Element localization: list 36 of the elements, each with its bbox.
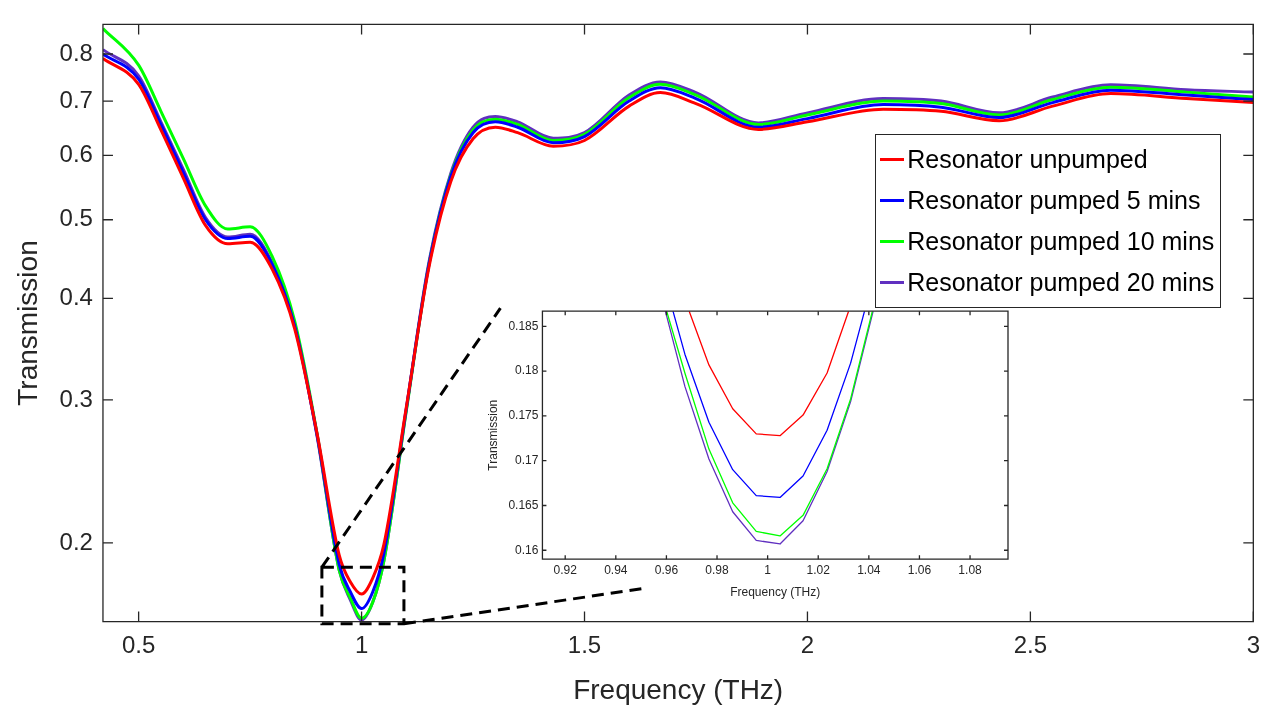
x-tick-label: 0.98 (705, 562, 730, 577)
x-tick-label: 1 (354, 630, 369, 658)
y-tick-label: 0.2 (59, 527, 93, 555)
x-tick-label: 0.5 (121, 630, 156, 658)
y-tick-label: 0.16 (515, 542, 539, 557)
y-axis-title: Transmission (11, 240, 43, 406)
legend-label: Resonator pumped 5 mins (907, 185, 1201, 217)
x-tick-label: 1.04 (857, 562, 881, 577)
x-tick-label: 1.06 (907, 562, 932, 577)
x-tick-label: 1.02 (806, 562, 831, 577)
y-tick-label: 0.3 (59, 384, 93, 412)
x-tick-label: 2.5 (1013, 630, 1048, 658)
y-tick-label: 0.17 (515, 453, 539, 468)
legend-label: Resonator pumped 10 mins (907, 226, 1215, 258)
y-tick-label: 0.165 (508, 497, 539, 512)
x-axis-title: Frequency (THz) (730, 585, 821, 600)
x-tick-label: 1.08 (958, 562, 983, 577)
y-axis-title: Transmission (485, 399, 500, 471)
y-tick-label: 0.7 (59, 85, 93, 113)
y-tick-label: 0.5 (59, 204, 93, 232)
y-tick-label: 0.8 (59, 38, 93, 66)
x-tick-label: 0.92 (553, 562, 578, 577)
y-tick-label: 0.175 (508, 408, 539, 423)
x-axis-title: Frequency (THz) (573, 673, 784, 705)
x-tick-label: 0.96 (654, 562, 679, 577)
legend-label: Resonator pumped 20 mins (907, 267, 1215, 299)
x-tick-label: 0.94 (604, 562, 628, 577)
y-tick-label: 0.4 (59, 283, 93, 311)
y-tick-label: 0.18 (515, 363, 539, 378)
legend-label: Resonator unpumped (907, 144, 1148, 176)
x-tick-label: 3 (1246, 630, 1261, 658)
x-tick-label: 1.5 (567, 630, 602, 658)
y-tick-label: 0.185 (508, 318, 539, 333)
x-tick-label: 2 (800, 630, 815, 658)
y-tick-label: 0.6 (59, 140, 93, 168)
x-tick-label: 1 (764, 562, 772, 577)
